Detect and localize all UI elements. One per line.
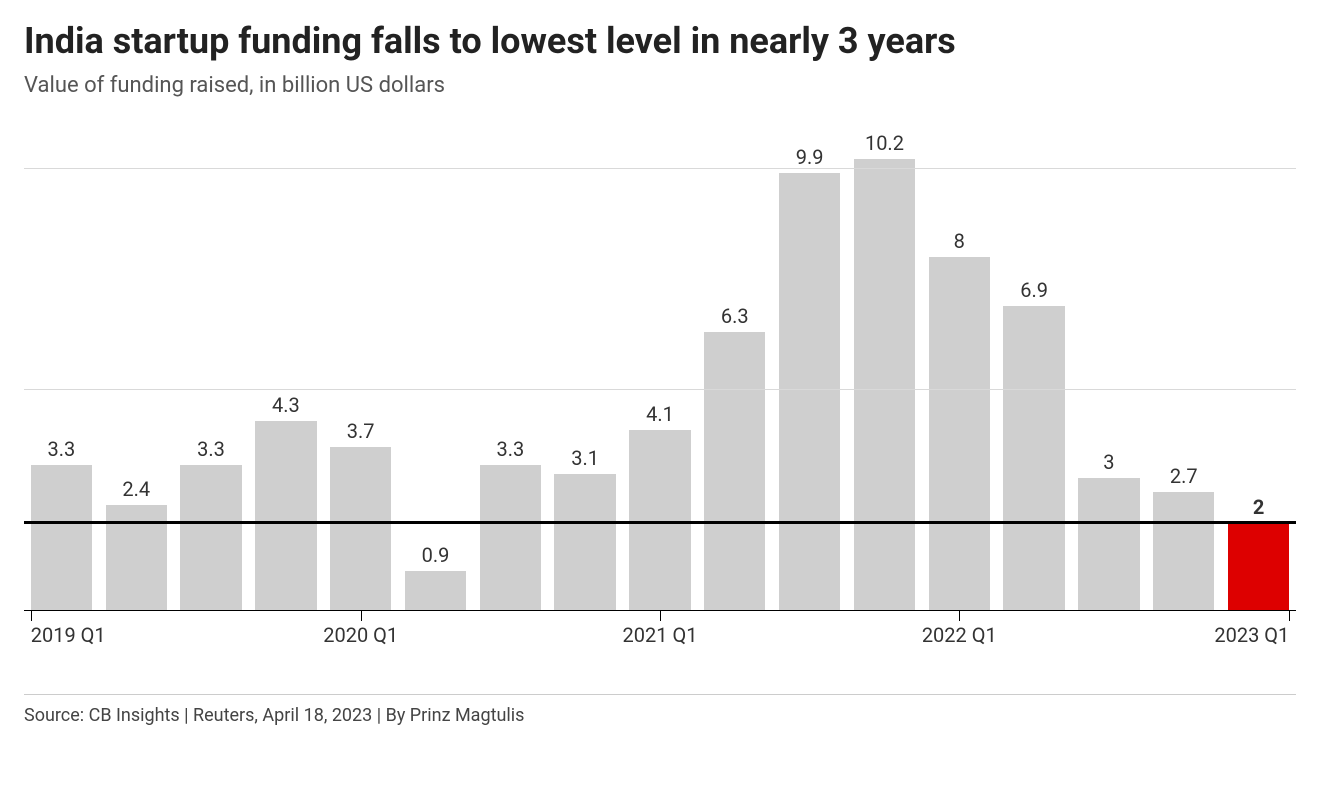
bar-value-label: 0.9 <box>405 543 466 567</box>
bar: 0.9 <box>405 571 466 611</box>
bar-value-label: 4.1 <box>629 402 690 426</box>
bar: 3.3 <box>31 465 92 611</box>
bar-value-label: 2.4 <box>106 477 167 501</box>
bar-value-label: 8 <box>929 229 990 253</box>
x-axis-label: 2020 Q1 <box>323 623 398 647</box>
chart-gridline <box>24 389 1296 390</box>
highlight-line <box>24 521 1296 524</box>
bar: 3.3 <box>180 465 241 611</box>
x-tick <box>1289 611 1290 621</box>
x-tick <box>660 611 661 621</box>
bar: 3.3 <box>480 465 541 611</box>
bar: 3.7 <box>330 447 391 611</box>
x-tick <box>31 611 32 621</box>
chart-gridline <box>24 168 1296 169</box>
bar: 3.1 <box>554 474 615 611</box>
bar: 10.2 <box>854 159 915 611</box>
x-tick <box>361 611 362 621</box>
funding-bar-chart: 3.32.43.34.33.70.93.33.14.16.39.910.286.… <box>24 146 1296 666</box>
bar-value-label: 6.9 <box>1003 278 1064 302</box>
bar-value-label: 3.7 <box>330 419 391 443</box>
bar-highlighted: 2 <box>1228 523 1289 612</box>
bar-value-label: 3 <box>1078 450 1139 474</box>
bar-value-label: 10.2 <box>854 131 915 155</box>
footer-divider <box>24 694 1296 695</box>
chart-subtitle: Value of funding raised, in billion US d… <box>24 73 1296 98</box>
x-axis-label: 2019 Q1 <box>31 623 106 647</box>
bar-value-label: 2 <box>1228 495 1289 519</box>
page-title: India startup funding falls to lowest le… <box>24 20 1296 63</box>
bar: 8 <box>929 257 990 611</box>
bar-value-label: 3.3 <box>480 437 541 461</box>
x-axis-label: 2021 Q1 <box>623 623 698 647</box>
x-tick <box>959 611 960 621</box>
bar-value-label: 3.3 <box>31 437 92 461</box>
bar: 9.9 <box>779 173 840 611</box>
bar-value-label: 6.3 <box>704 304 765 328</box>
bar: 6.9 <box>1003 306 1064 612</box>
bar-value-label: 9.9 <box>779 145 840 169</box>
bar-value-label: 3.1 <box>554 446 615 470</box>
x-axis-label: 2022 Q1 <box>922 623 997 647</box>
bar-value-label: 2.7 <box>1153 464 1214 488</box>
x-axis-label: 2023 Q1 <box>1214 623 1289 647</box>
source-line: Source: CB Insights | Reuters, April 18,… <box>24 705 1296 726</box>
bar-value-label: 3.3 <box>180 437 241 461</box>
bar: 3 <box>1078 478 1139 611</box>
bar: 4.3 <box>255 421 316 611</box>
bar: 6.3 <box>704 332 765 611</box>
bar-value-label: 4.3 <box>255 393 316 417</box>
bar: 2.7 <box>1153 492 1214 612</box>
